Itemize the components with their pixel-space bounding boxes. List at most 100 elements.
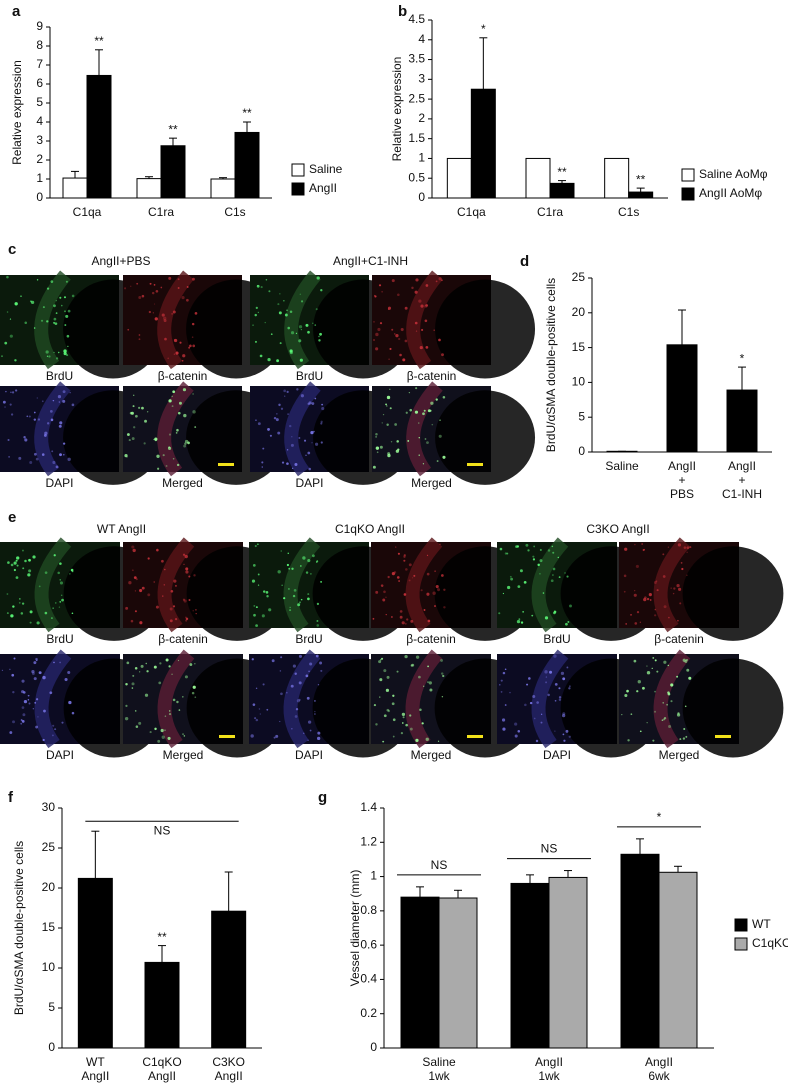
micrograph-dot — [168, 399, 172, 403]
micrograph-label: Merged — [162, 476, 203, 490]
micrograph-dot — [558, 696, 562, 699]
y-tick-label: 7 — [36, 57, 43, 71]
x-tick-label: AngII — [645, 1055, 673, 1069]
micrograph-dot — [43, 709, 46, 713]
micrograph-dot — [286, 449, 289, 451]
micrograph-dot — [539, 572, 541, 575]
micrograph-dot — [43, 433, 47, 437]
micrograph-dot — [655, 580, 658, 582]
micrograph-dot — [40, 319, 44, 322]
micrograph-dot — [164, 337, 167, 341]
micrograph-dot — [283, 597, 286, 600]
micrograph-dot — [289, 606, 291, 609]
micrograph-dot — [502, 671, 506, 675]
micrograph-dot — [567, 620, 570, 623]
micrograph-dot — [558, 698, 562, 701]
micrograph-dot — [688, 676, 692, 680]
micrograph-dot — [552, 551, 555, 554]
micrograph-dot — [312, 322, 314, 324]
micrograph-dot — [54, 602, 57, 604]
micrograph-dot — [414, 410, 419, 414]
micrograph-dot — [160, 728, 164, 733]
micrograph-dot — [185, 570, 189, 574]
micrograph-dot — [383, 590, 386, 594]
micrograph-dot — [164, 715, 167, 717]
micrograph-dot — [383, 669, 387, 673]
micrograph-dot — [177, 411, 181, 415]
micrograph-dot — [1, 355, 3, 358]
bar — [438, 897, 478, 1049]
micrograph-dot — [320, 289, 323, 292]
micrograph-dot — [194, 696, 197, 699]
micrograph-dot — [527, 549, 530, 552]
micrograph-dot — [307, 720, 312, 724]
vessel-wall — [157, 270, 194, 370]
micrograph-dot — [53, 661, 55, 664]
micrograph-dot — [651, 667, 653, 669]
micrograph-dot — [420, 589, 423, 592]
micrograph-dot — [251, 579, 256, 583]
micrograph-dot — [8, 455, 11, 458]
micrograph-dot — [289, 609, 292, 612]
micrograph-dot — [195, 612, 197, 615]
micrograph-dot — [287, 326, 291, 330]
micrograph-dot — [51, 450, 54, 453]
micrograph-dot — [126, 433, 130, 437]
bar — [470, 88, 496, 199]
micrograph-dot — [683, 546, 687, 549]
y-tick-label: 1.5 — [408, 131, 425, 145]
micrograph-dot — [670, 683, 674, 687]
micrograph-dot — [15, 389, 18, 392]
micrograph-dot — [381, 657, 384, 660]
micrograph-dot — [383, 714, 387, 718]
micrograph-dot — [625, 623, 628, 625]
micrograph-label: β-catenin — [158, 369, 208, 383]
micrograph-dot — [627, 739, 630, 742]
micrograph-dot — [372, 617, 375, 620]
micrograph-dot — [517, 730, 521, 733]
micrograph-dot — [181, 295, 185, 300]
micrograph-dot — [6, 593, 9, 595]
micrograph-dot — [156, 548, 159, 552]
micrograph-dot — [318, 335, 320, 338]
micrograph-dot — [677, 619, 679, 622]
x-tick-label: AngII — [148, 1069, 176, 1083]
micrograph-dot — [193, 574, 196, 577]
micrograph-dot — [182, 553, 186, 556]
micrograph-dot — [259, 713, 262, 715]
micrograph-dot — [398, 580, 400, 582]
micrograph-dot — [147, 557, 150, 560]
micrograph-dot — [315, 308, 318, 311]
micrograph-dot — [499, 684, 501, 686]
error-bar — [479, 37, 488, 90]
micrograph-dot — [306, 696, 310, 700]
micrograph-dot — [283, 389, 287, 393]
micrograph-dot — [134, 710, 137, 712]
micrograph-label: DAPI — [295, 476, 323, 490]
micrograph-dot — [415, 278, 419, 282]
micrograph-dot — [311, 442, 313, 444]
bracket-label: NS — [154, 823, 171, 837]
micrograph-dot — [439, 543, 441, 545]
micrograph-dot — [273, 736, 276, 739]
micrograph-dot — [667, 546, 670, 548]
micrograph-dot — [37, 418, 41, 421]
micrograph-dot — [278, 403, 281, 407]
micrograph-dot — [26, 415, 29, 418]
micrograph-dot — [7, 561, 10, 564]
micrograph-dot — [432, 591, 436, 595]
micrograph-dot — [547, 549, 551, 552]
micrograph-dot — [441, 279, 443, 282]
vessel-wall — [157, 649, 195, 749]
micrograph-dot — [178, 709, 181, 711]
micrograph-label: BrdU — [46, 369, 73, 383]
micrograph-dot — [407, 440, 410, 442]
micrograph-dot — [646, 665, 648, 667]
micrograph-dot — [409, 714, 412, 717]
micrograph-dot — [136, 282, 139, 285]
micrograph-dot — [646, 597, 650, 601]
micrograph-dot — [52, 724, 55, 727]
micrograph-dot — [266, 595, 269, 598]
micrograph-dot — [652, 656, 655, 659]
micrograph-dot — [663, 718, 666, 721]
